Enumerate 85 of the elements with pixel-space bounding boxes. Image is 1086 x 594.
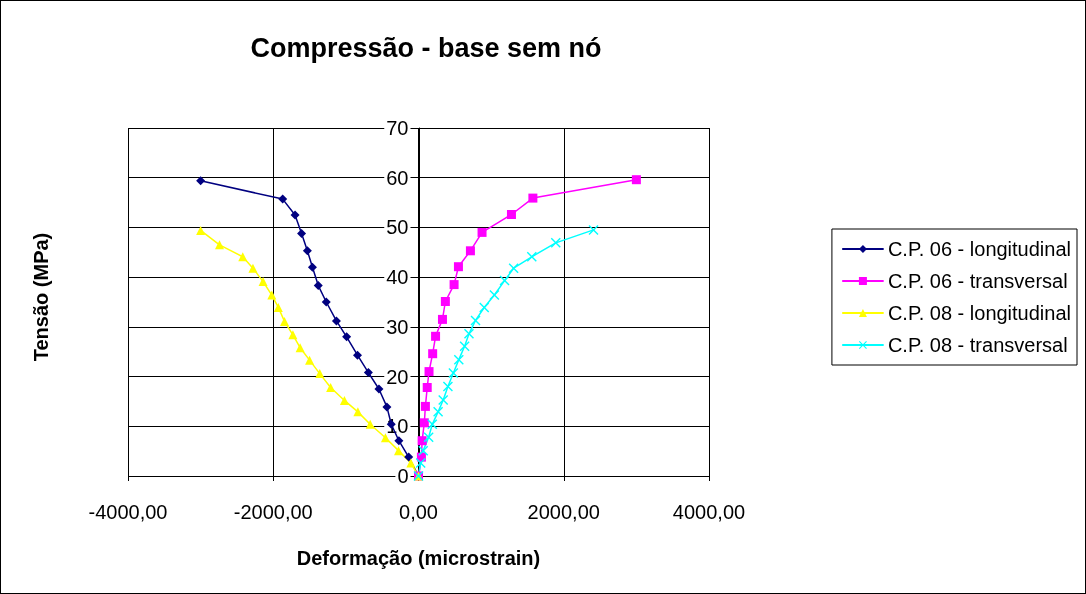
point	[437, 314, 447, 324]
point	[431, 331, 441, 341]
point	[278, 194, 288, 204]
point	[465, 246, 475, 256]
point	[433, 406, 444, 417]
point	[415, 458, 426, 469]
point	[313, 281, 323, 291]
point	[290, 210, 300, 220]
chart-title: Compressão - base sem nó	[250, 32, 602, 63]
x-tick-label: 2000,00	[527, 501, 600, 523]
point	[326, 383, 336, 393]
point	[196, 225, 206, 235]
point	[280, 316, 290, 326]
point	[196, 176, 206, 186]
point	[295, 343, 305, 353]
point	[394, 446, 404, 456]
point	[394, 436, 404, 446]
y-tick-label: 50	[386, 216, 409, 239]
point	[499, 275, 510, 286]
point	[459, 341, 470, 352]
point	[424, 367, 434, 377]
legend-label: C.P. 06 - longitudinal	[887, 238, 1072, 260]
point	[363, 368, 373, 378]
x-tick-label: -2000,00	[233, 501, 313, 523]
point	[448, 368, 459, 379]
point	[489, 290, 500, 301]
y-tick-label: 60	[386, 166, 409, 189]
y-tick-label: 0	[397, 465, 409, 487]
point	[339, 395, 349, 405]
point	[374, 384, 384, 394]
point	[442, 381, 453, 392]
point	[550, 237, 561, 248]
point	[215, 240, 225, 250]
point	[438, 394, 449, 405]
point	[273, 302, 283, 312]
point	[420, 401, 430, 411]
legend-label: C.P. 08 - transversal	[887, 334, 1068, 356]
y-tick-label: 40	[386, 266, 409, 289]
point	[406, 458, 416, 468]
point	[463, 328, 474, 339]
point	[321, 297, 331, 307]
point	[449, 280, 459, 290]
point	[477, 227, 487, 237]
point	[506, 210, 516, 219]
point	[305, 355, 315, 365]
point	[588, 224, 599, 235]
point	[331, 316, 341, 326]
point	[508, 263, 519, 274]
point	[404, 452, 414, 462]
point	[258, 277, 268, 287]
x-tick-label: -4000,00	[88, 501, 168, 523]
point	[267, 290, 277, 300]
x-tick-label: 4000,00	[672, 501, 746, 523]
point	[418, 445, 429, 456]
legend-label: C.P. 06 - transversal	[887, 270, 1068, 292]
point	[453, 354, 464, 365]
y-tick-label: 70	[386, 117, 409, 139]
point	[423, 432, 434, 443]
point	[453, 262, 463, 272]
point	[297, 228, 307, 238]
point	[526, 251, 537, 262]
point	[342, 332, 352, 342]
x-axis-title: Deformação (microstrain)	[296, 547, 541, 569]
y-axis-title: Tensão (MPa)	[30, 232, 52, 362]
point	[417, 436, 427, 446]
point	[419, 418, 429, 428]
point	[380, 433, 390, 443]
legend-label: C.P. 08 - longitudinal	[887, 302, 1072, 324]
point	[352, 350, 362, 360]
y-tick-label: 20	[386, 365, 409, 388]
point	[422, 383, 432, 393]
x-tick-label: 0,00	[399, 501, 438, 523]
point	[528, 193, 538, 203]
point	[427, 419, 438, 430]
point	[479, 302, 490, 313]
point	[307, 262, 317, 272]
point	[302, 246, 312, 256]
point	[470, 315, 481, 326]
point	[631, 175, 641, 185]
point	[365, 419, 375, 429]
point	[382, 402, 392, 412]
point	[428, 349, 438, 359]
point	[440, 297, 450, 306]
point	[248, 263, 258, 273]
y-tick-label: 30	[386, 315, 409, 338]
